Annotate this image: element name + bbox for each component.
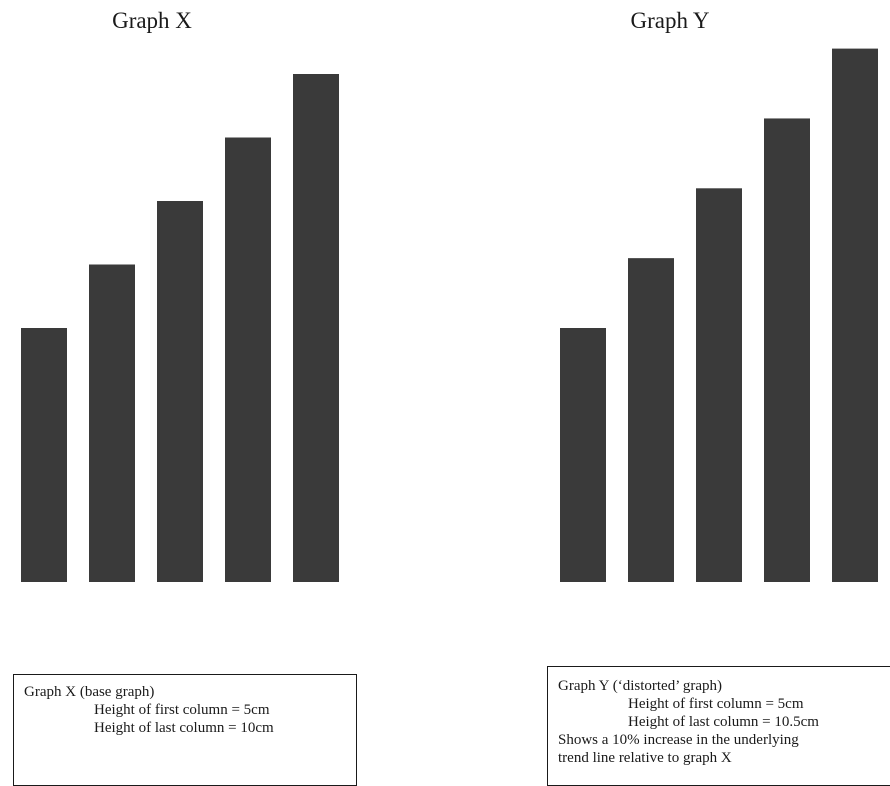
graph-y-note-box: Graph Y (‘distorted’ graph) Height of fi… <box>547 666 890 786</box>
graph-x-note-heading: Graph X (base graph) <box>24 684 155 700</box>
graph-x-bar-3 <box>157 201 203 582</box>
graph-x-bar-1 <box>21 328 67 582</box>
graph-y-title: Graph Y <box>630 8 710 33</box>
graph-y-bar-4 <box>764 118 810 582</box>
graph-x-first-column-height: Height of first column = 5cm <box>94 702 270 718</box>
graph-x-bar-2 <box>89 264 135 582</box>
graph-y-bar-3 <box>696 188 742 583</box>
graph-y-note-heading: Graph Y (‘distorted’ graph) <box>558 678 722 694</box>
graph-y-note-summary-line-2: trend line relative to graph X <box>558 750 732 766</box>
graph-x-bar-5 <box>293 74 339 582</box>
graph-y-note-summary-line-1: Shows a 10% increase in the underlying <box>558 732 799 748</box>
graph-y-bar-5 <box>832 48 878 583</box>
graph-x-last-column-height: Height of last column = 10cm <box>94 720 274 736</box>
graph-x-bar-4 <box>225 137 271 582</box>
graph-y-bar-2 <box>628 258 674 582</box>
graph-y-bar-1 <box>560 328 606 582</box>
graph-x-title: Graph X <box>112 8 192 33</box>
graph-y-last-column-height: Height of last column = 10.5cm <box>628 714 819 730</box>
graph-y-first-column-height: Height of first column = 5cm <box>628 696 804 712</box>
graph-x-bars <box>21 74 339 582</box>
graph-x-note-box: Graph X (base graph) Height of first col… <box>13 674 357 786</box>
graph-y-bars <box>560 48 878 583</box>
